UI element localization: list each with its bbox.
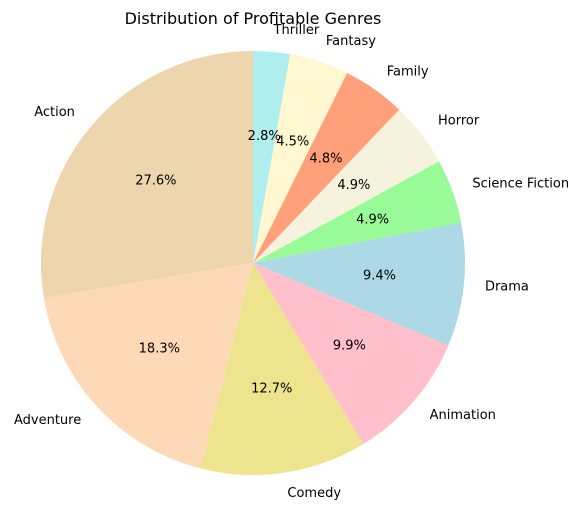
percent-label-family: 4.8% — [309, 151, 342, 166]
pie-slice-drama — [253, 222, 465, 346]
pie-slice-animation — [253, 263, 449, 444]
pie-slice-science-fiction — [253, 161, 462, 263]
slice-label-thriller: Thriller — [273, 23, 320, 38]
slice-label-fantasy: Fantasy — [326, 34, 376, 49]
slice-label-action: Action — [34, 105, 75, 120]
percent-label-drama: 9.4% — [363, 269, 396, 284]
slice-label-adventure: Adventure — [14, 413, 81, 428]
percent-label-thriller: 2.8% — [248, 129, 281, 144]
percent-label-science-fiction: 4.9% — [356, 212, 389, 227]
percent-label-adventure: 18.3% — [139, 342, 180, 357]
percent-label-fantasy: 4.5% — [276, 135, 309, 150]
slice-labels: Action Adventure Comedy Animation Drama Scien… — [14, 23, 569, 501]
pie-slice-family — [253, 72, 400, 263]
pie-slice-horror — [253, 109, 439, 263]
pie-slices — [40, 51, 465, 476]
slice-label-science-fiction: Science Fiction — [472, 176, 569, 191]
percent-label-comedy: 12.7% — [251, 381, 292, 396]
pie-slice-comedy — [200, 263, 364, 476]
slice-label-drama: Drama — [485, 280, 529, 295]
slice-label-horror: Horror — [438, 113, 480, 128]
pie-slice-fantasy — [253, 54, 348, 263]
percent-label-horror: 4.9% — [337, 178, 370, 193]
chart-title: Distribution of Profitable Genres — [125, 9, 382, 28]
percent-label-animation: 9.9% — [333, 339, 366, 354]
slice-label-comedy: Comedy — [287, 486, 341, 501]
slice-label-animation: Animation — [430, 408, 496, 423]
pie-slice-thriller — [253, 51, 291, 263]
slice-label-family: Family — [387, 64, 429, 79]
percent-label-action: 27.6% — [135, 173, 176, 188]
pie-slice-adventure — [43, 263, 254, 469]
pie-slice-action — [40, 51, 253, 299]
percent-labels: 27.6% 18.3% 12.7% 9.9% 9.4% 4.9% 4.9% 4.8%4.5%2… — [135, 129, 396, 397]
